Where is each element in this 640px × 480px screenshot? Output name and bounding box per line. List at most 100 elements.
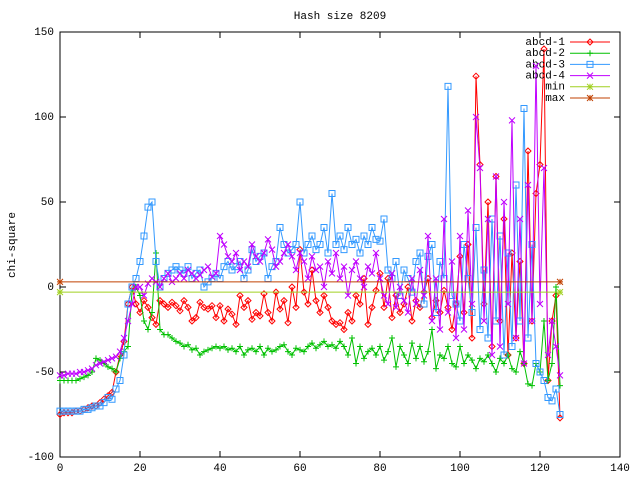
point-marker	[449, 360, 455, 367]
point-marker	[532, 360, 540, 367]
point-marker	[472, 72, 480, 80]
point-marker	[425, 348, 431, 355]
point-marker	[520, 105, 528, 112]
point-marker	[385, 348, 391, 355]
point-marker	[376, 237, 384, 245]
point-marker	[473, 365, 479, 372]
point-marker	[484, 215, 492, 223]
point-marker	[152, 320, 160, 329]
point-marker	[304, 300, 312, 308]
point-marker	[184, 303, 192, 312]
point-marker	[304, 275, 312, 282]
point-marker	[193, 345, 199, 352]
point-marker	[145, 326, 151, 333]
x-tick-label: 0	[57, 463, 64, 475]
point-marker	[180, 275, 188, 282]
point-marker	[481, 358, 487, 365]
point-marker	[336, 275, 344, 282]
legend-marker	[586, 60, 594, 68]
point-marker	[532, 62, 540, 70]
point-marker	[221, 343, 227, 350]
plot-border	[59, 31, 621, 458]
point-marker	[529, 382, 535, 389]
point-marker	[400, 266, 408, 274]
point-marker	[280, 296, 288, 305]
point-marker	[205, 346, 211, 353]
series-line	[60, 86, 561, 415]
point-marker	[548, 317, 556, 325]
point-marker	[428, 241, 436, 248]
point-marker	[104, 394, 112, 401]
point-marker	[84, 366, 92, 374]
y-tick-label: 100	[34, 112, 54, 124]
point-marker	[396, 308, 404, 317]
point-marker	[229, 345, 235, 352]
point-marker	[501, 360, 507, 367]
point-marker	[456, 232, 464, 240]
point-marker	[272, 263, 280, 270]
legend-label: min	[545, 82, 565, 94]
point-marker	[393, 363, 399, 370]
point-marker	[409, 340, 415, 347]
point-marker	[109, 365, 115, 372]
point-marker	[520, 360, 528, 367]
point-marker	[240, 258, 248, 265]
point-marker	[429, 326, 435, 333]
point-marker	[468, 334, 476, 342]
point-marker	[364, 241, 372, 248]
point-marker	[144, 303, 152, 312]
point-marker	[524, 147, 532, 155]
x-tick-label: 120	[530, 463, 550, 475]
point-marker	[292, 241, 300, 248]
point-marker	[360, 232, 368, 240]
point-marker	[460, 326, 468, 333]
point-marker	[476, 326, 484, 333]
point-marker	[176, 270, 184, 277]
point-marker	[288, 283, 296, 291]
point-marker	[544, 394, 552, 401]
point-marker	[124, 317, 132, 325]
point-marker	[352, 258, 360, 265]
point-marker	[492, 173, 500, 180]
point-marker	[224, 305, 232, 313]
point-marker	[553, 284, 559, 290]
point-marker	[136, 308, 144, 317]
point-marker	[137, 292, 143, 299]
point-marker	[328, 190, 336, 197]
point-marker	[540, 45, 548, 53]
y-tick-label: 0	[47, 282, 54, 294]
point-marker	[256, 258, 264, 265]
series-line	[60, 65, 561, 376]
point-marker	[353, 360, 359, 367]
point-marker	[208, 301, 216, 310]
point-marker	[313, 345, 319, 352]
point-marker	[401, 352, 407, 358]
point-marker	[440, 286, 448, 295]
point-marker	[140, 292, 148, 299]
point-marker	[300, 258, 308, 265]
point-marker	[248, 241, 256, 248]
point-marker	[428, 317, 436, 325]
point-marker	[128, 300, 136, 308]
legend-label: abcd-2	[525, 48, 565, 60]
point-marker	[441, 355, 447, 362]
point-marker	[292, 303, 300, 312]
legend-marker	[586, 72, 594, 79]
point-marker	[392, 258, 400, 265]
point-marker	[180, 296, 188, 305]
point-marker	[381, 357, 387, 364]
point-marker	[177, 340, 183, 347]
point-marker	[112, 353, 120, 361]
point-marker	[361, 355, 367, 362]
point-marker	[421, 358, 427, 365]
point-marker	[380, 292, 388, 299]
y-tick-label: 50	[41, 197, 54, 209]
point-marker	[244, 296, 252, 305]
point-marker	[276, 305, 284, 313]
point-marker	[212, 270, 220, 277]
point-marker	[244, 263, 252, 270]
point-marker	[512, 334, 520, 342]
point-marker	[188, 270, 196, 277]
point-marker	[257, 343, 263, 350]
point-marker	[477, 355, 483, 362]
